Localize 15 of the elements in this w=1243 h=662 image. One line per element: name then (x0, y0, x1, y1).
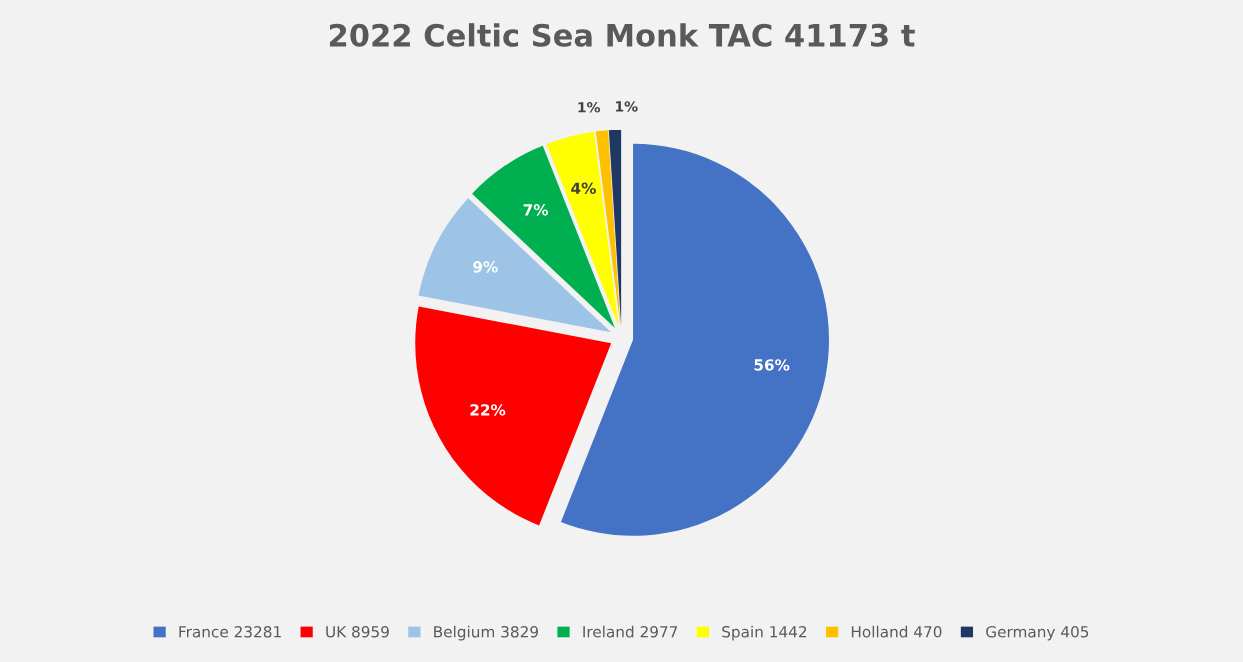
data-label: 56% (754, 359, 790, 371)
legend-label: Ireland 2977 (583, 625, 678, 638)
legend-label: France 23281 (179, 625, 281, 638)
legend-label: UK 8959 (326, 625, 389, 638)
data-label: 22% (470, 404, 506, 416)
legend-label: Spain 1442 (722, 625, 807, 641)
data-label: 9% (473, 261, 498, 273)
chart-title: 2022 Celtic Sea Monk TAC 41173 t (329, 23, 915, 47)
data-label: 4% (571, 182, 596, 195)
data-label: 1% (578, 102, 601, 113)
legend-label: Holland 470 (851, 625, 942, 638)
data-label: 7% (523, 204, 549, 216)
legend-label: Germany 405 (986, 625, 1089, 641)
data-label: 1% (616, 101, 638, 112)
legend-label: Belgium 3829 (434, 625, 538, 641)
